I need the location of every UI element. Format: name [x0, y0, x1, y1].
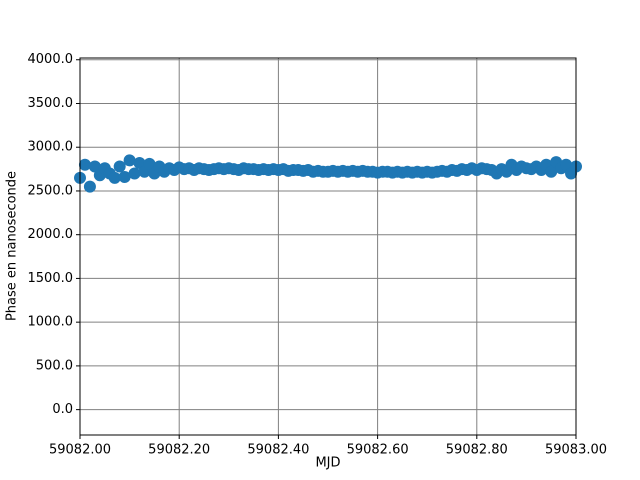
x-tick-label: 59082.00: [49, 443, 111, 458]
point: [83, 180, 96, 193]
x-tick-label: 59082.40: [247, 443, 309, 458]
axes-frame: [79, 57, 577, 436]
point: [123, 154, 136, 167]
point: [88, 160, 101, 173]
x-axis-label: MJD: [315, 456, 340, 471]
y-tick-label: 1000.0: [28, 315, 74, 330]
x-tick-label: 59082.60: [347, 443, 409, 458]
y-tick-label: 4000.0: [28, 52, 74, 67]
point: [133, 156, 146, 169]
x-tick-label: 59082.20: [148, 443, 210, 458]
y-tick-label: 3500.0: [28, 96, 74, 111]
x-tick-label: 59082.80: [446, 443, 508, 458]
y-axis-label: Phase en nanoseconde: [5, 171, 20, 321]
y-tick-label: 1500.0: [28, 271, 74, 286]
y-tick-label: 3000.0: [28, 140, 74, 155]
x-tick-label: 59083.00: [545, 443, 607, 458]
y-tick-label: 2000.0: [28, 227, 74, 242]
point: [108, 171, 121, 184]
y-tick-label: 2500.0: [28, 183, 74, 198]
point: [560, 158, 573, 171]
point: [143, 157, 156, 170]
point: [113, 160, 126, 173]
point: [128, 167, 141, 180]
point: [78, 158, 91, 171]
y-tick-label: 500.0: [36, 358, 73, 373]
point: [118, 170, 131, 183]
y-tick-label: 0.0: [52, 402, 73, 417]
point: [545, 165, 558, 178]
